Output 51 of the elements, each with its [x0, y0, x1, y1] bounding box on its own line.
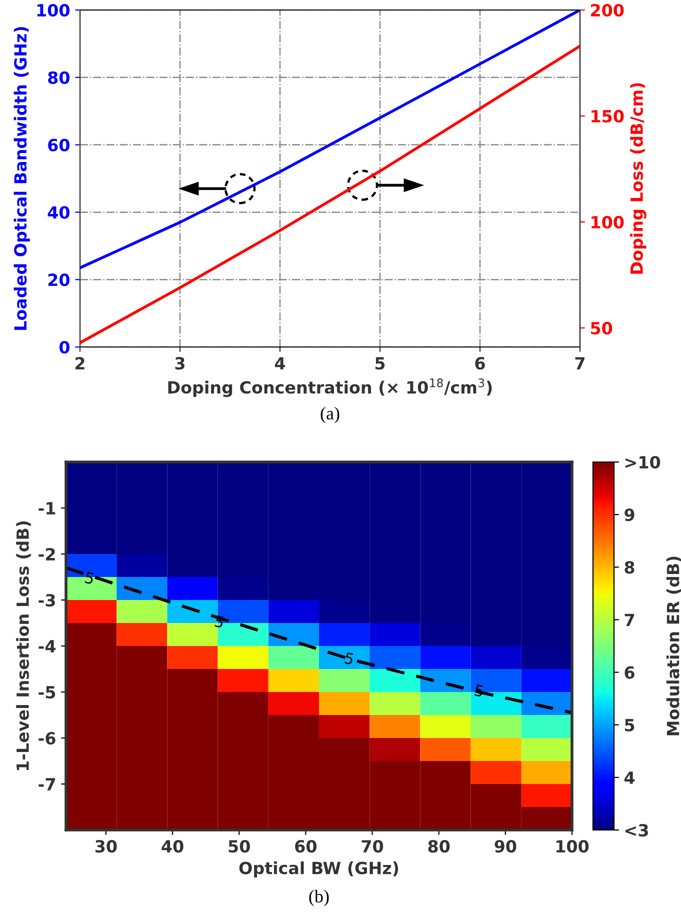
- x-tick-label: 7: [575, 357, 584, 370]
- y-axis-title: Loaded Optical Bandwidth (GHz): [14, 27, 30, 330]
- y2-tick-label: 200: [591, 4, 624, 17]
- y-tick-label: 80: [48, 71, 70, 84]
- y2-tick-label: 50: [591, 322, 612, 334]
- line-series: [80, 44, 580, 344]
- annotation: 5: [344, 652, 354, 665]
- x-axis-title: Optical BW (GHz): [239, 861, 398, 878]
- color-bar-label: 4: [624, 772, 635, 784]
- x-tick-label: 90: [494, 840, 516, 853]
- y-tick-label: 100: [37, 4, 70, 17]
- y-tick-label: -4: [38, 640, 56, 652]
- y-tick-label: 40: [48, 206, 70, 219]
- y-axis-title: 1-Level Insertion Loss (dB): [16, 521, 31, 770]
- x-tick-label: 30: [95, 840, 117, 853]
- y-tick-label: -7: [38, 778, 55, 790]
- x-tick-label: 60: [295, 840, 316, 853]
- x-tick-label: 80: [428, 840, 450, 853]
- color-bar-label: 5: [625, 719, 634, 732]
- x-tick-label: 3: [175, 357, 184, 370]
- y-tick-label: 0: [59, 340, 70, 354]
- annotation: 5: [84, 572, 94, 584]
- y2-tick-label: 100: [592, 216, 624, 229]
- y-tick-label: 20: [48, 274, 70, 286]
- x-tick-label: 6: [475, 357, 485, 370]
- color-bar-label: >10: [625, 456, 660, 469]
- color-bar-title: Modulation ER (dB): [666, 556, 681, 736]
- y2-tick-label: 150: [592, 110, 624, 123]
- y-tick-label: 60: [48, 138, 70, 152]
- color-bar-label: 7: [624, 614, 634, 626]
- text: (a): [320, 406, 340, 424]
- color-bar-label: 9: [624, 508, 634, 522]
- x-axis-title: Doping Concentration (× 10$^{18}$/cm$^{3}$): [168, 378, 492, 398]
- y-tick-label: -6: [38, 732, 56, 745]
- x-tick-label: 50: [228, 840, 250, 853]
- y-tick-label: -1: [38, 502, 56, 514]
- x-tick-label: 70: [362, 840, 384, 853]
- color-bar-label: <3: [625, 824, 648, 837]
- color-bar-label: 8: [624, 561, 634, 574]
- line-series: [66, 566, 572, 714]
- y2-axis-title: Doping Loss (dB/cm): [630, 83, 646, 274]
- text: (b): [309, 890, 329, 906]
- y-tick-label: -3: [38, 594, 55, 607]
- color-bar-label: 6: [624, 666, 634, 679]
- x-tick-label: 2: [76, 357, 84, 370]
- y-tick-label: -5: [38, 686, 56, 699]
- x-tick-label: 4: [274, 357, 286, 370]
- x-tick-label: 100: [556, 840, 589, 853]
- x-tick-label: 40: [162, 840, 184, 853]
- y-tick-label: -2: [38, 548, 55, 560]
- x-tick-label: 5: [375, 357, 385, 370]
